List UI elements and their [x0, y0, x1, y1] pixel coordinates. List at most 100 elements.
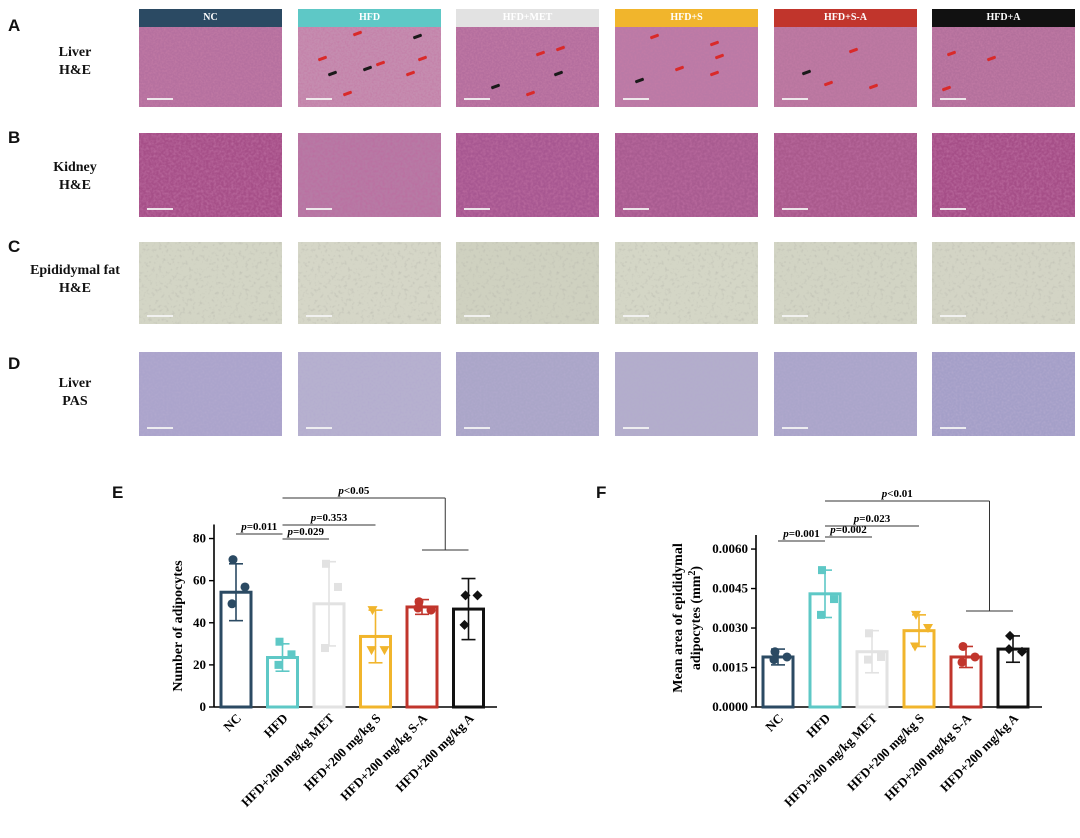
- group-header-hfd-s: HFD+S: [615, 9, 758, 27]
- micrograph-fat-4: [615, 242, 758, 324]
- scale-bar: [147, 208, 173, 210]
- row-label-line2: H&E: [59, 63, 91, 78]
- chart-f-ylabel-sup: 2: [687, 571, 698, 576]
- scale-bar: [940, 208, 966, 210]
- scale-bar: [623, 315, 649, 317]
- scale-bar: [782, 315, 808, 317]
- row-label-line1: Liver: [58, 376, 92, 391]
- p-value-label: p<0.05: [337, 485, 370, 497]
- group-header-hfd-a: HFD+A: [932, 9, 1075, 27]
- group-header-hfd-met: HFD+MET: [456, 9, 599, 27]
- scale-bar: [623, 208, 649, 210]
- p-symbol: p: [310, 512, 317, 524]
- data-point: [877, 652, 885, 661]
- micrograph-fat-5: [774, 242, 917, 324]
- data-point: [413, 603, 423, 613]
- scale-bar: [940, 427, 966, 429]
- y-tick-label: 0.0060: [712, 541, 748, 556]
- data-point: [1004, 644, 1014, 655]
- data-point: [367, 606, 378, 616]
- scale-bar: [306, 427, 332, 429]
- panel-label-d: D: [8, 354, 21, 373]
- scale-bar: [782, 208, 808, 210]
- p-value-label: p=0.011: [240, 521, 277, 533]
- data-point: [459, 619, 470, 630]
- chart-f-ylabel-unit: adipocytes (mm: [689, 575, 704, 670]
- data-point: [1017, 646, 1027, 657]
- scale-bar: [623, 427, 649, 429]
- data-point: [818, 566, 826, 575]
- x-category-label: NC: [220, 711, 244, 735]
- data-point: [228, 555, 238, 565]
- p-value-label: p<0.01: [881, 488, 913, 500]
- row-label-line2: H&E: [59, 281, 91, 296]
- data-point: [460, 590, 471, 601]
- micrograph-kidney-2: [298, 133, 441, 217]
- group-header-nc: NC: [139, 9, 282, 27]
- p-value-label: p=0.002: [829, 524, 867, 536]
- p-symbol: p: [286, 526, 293, 538]
- micrograph-fat-3: [456, 242, 599, 324]
- row-label-liver-pas: Liver PAS: [0, 375, 150, 411]
- data-point: [970, 652, 980, 662]
- data-point: [770, 647, 780, 657]
- x-category-label: HFD+200 mg/kg S-A: [881, 710, 974, 803]
- row-label-liver-he: Liver H&E: [0, 44, 150, 80]
- p-value: <0.01: [887, 488, 913, 500]
- p-value: =0.001: [789, 528, 820, 540]
- chart-f-ylabel-end: ): [689, 566, 704, 571]
- data-point: [366, 646, 377, 656]
- micrograph-pas-1: [139, 352, 282, 436]
- data-point: [865, 629, 873, 638]
- x-category-label: HFD+200 mg/kg A: [392, 710, 477, 795]
- micrograph-kidney-1: [139, 133, 282, 217]
- y-tick-label: 0.0015: [712, 660, 748, 675]
- micrograph-pas-2: [298, 352, 441, 436]
- data-point: [322, 559, 330, 568]
- y-tick-label: 40: [193, 615, 206, 630]
- data-point: [958, 641, 968, 651]
- scale-bar: [782, 427, 808, 429]
- bar-5: [405, 605, 439, 709]
- y-tick-label: 0.0030: [712, 620, 748, 635]
- scale-bar: [147, 98, 173, 100]
- chart-f-ylabel-2: adipocytes (mm2): [687, 566, 704, 671]
- p-value-label: p=0.001: [782, 528, 820, 540]
- data-point: [769, 655, 779, 665]
- data-point: [830, 595, 838, 604]
- data-point: [911, 610, 921, 620]
- p-value: =0.011: [247, 521, 277, 533]
- data-point: [817, 610, 825, 619]
- p-value: =0.029: [293, 526, 325, 538]
- scale-bar: [306, 208, 332, 210]
- micrograph-pas-6: [932, 352, 1075, 436]
- data-point: [957, 657, 967, 667]
- chart-e: Number of adipocytes 0 20 40 60 80 NC HFD HFD+2…: [171, 485, 497, 810]
- p-value-label: p=0.023: [853, 513, 891, 525]
- scale-bar: [464, 315, 490, 317]
- micrograph-kidney-5: [774, 133, 917, 217]
- scale-bar: [464, 427, 490, 429]
- x-category-label: HFD: [261, 711, 291, 741]
- p-symbol: p: [337, 485, 344, 497]
- y-tick-label: 20: [193, 657, 206, 672]
- p-symbol: p: [829, 524, 836, 536]
- row-label-line2: H&E: [59, 178, 91, 193]
- data-point: [321, 644, 329, 653]
- row-label-kidney-he: Kidney H&E: [0, 159, 150, 195]
- panel-label-c: C: [8, 237, 21, 256]
- row-label-line1: Liver: [58, 45, 92, 60]
- micrograph-pas-4: [615, 352, 758, 436]
- micrograph-kidney-6: [932, 133, 1075, 217]
- chart-f-bars: [761, 566, 1030, 709]
- p-value: =0.353: [316, 512, 348, 524]
- x-category-label: HFD+200 mg/kg S-A: [337, 710, 430, 803]
- scale-bar: [940, 98, 966, 100]
- chart-f: Mean area of epididymal adipocytes (mm2)…: [671, 488, 1042, 810]
- scale-bar: [940, 315, 966, 317]
- micrograph-liver-1: [139, 27, 282, 107]
- y-tick-label: 60: [193, 573, 206, 588]
- panel-label-a: A: [8, 16, 21, 35]
- micrograph-fat-6: [932, 242, 1075, 324]
